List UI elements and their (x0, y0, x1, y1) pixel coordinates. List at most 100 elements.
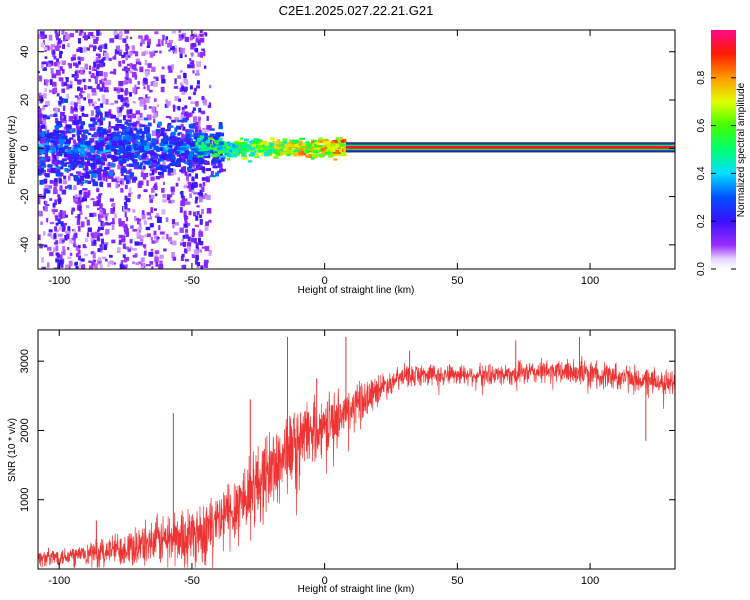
spectrogram-cell (155, 129, 161, 133)
spectrogram-cell (319, 145, 326, 149)
spectrogram-cell (117, 111, 123, 117)
spectrogram-cell (275, 145, 282, 149)
spectrogram-cell (119, 155, 125, 158)
spectrogram-cell (162, 34, 165, 41)
spectrogram-cell (38, 129, 43, 133)
spectrogram-cell (73, 158, 78, 163)
spectrogram-cell (138, 194, 141, 198)
spectrogram-cell (191, 52, 194, 57)
spectrogram-cell (136, 164, 142, 170)
spectrogram-cell (90, 232, 95, 237)
spectrogram-cell (197, 133, 202, 137)
spectrogram-cell (181, 90, 186, 95)
spectrogram-cell (339, 151, 346, 156)
spectrogram-cell (67, 146, 72, 150)
spectrogram-cell (146, 212, 151, 216)
spectrogram-xtick-label: -50 (184, 275, 200, 287)
spectrogram-cell (152, 52, 156, 56)
spectrogram-cell (120, 260, 126, 263)
spectrogram-cell (141, 141, 146, 144)
spectrogram-cell (38, 113, 43, 119)
spectrogram-cell (198, 196, 203, 203)
spectrogram-cell (76, 219, 81, 225)
spectrogram-cell (84, 174, 90, 179)
spectrogram-cell (151, 130, 155, 136)
spectrogram-cell (106, 154, 111, 159)
spectrogram-cell (53, 247, 56, 253)
spectrogram-cell (175, 146, 181, 151)
spectrogram-cell (150, 81, 155, 86)
spectrogram-cell (132, 247, 137, 251)
spectrogram-cell (150, 248, 154, 252)
spectrogram-cell (110, 207, 115, 214)
spectrogram-cell (82, 264, 86, 269)
spectrogram-cell (96, 200, 100, 207)
spectrogram-cell (230, 151, 236, 155)
spectrogram-cell (103, 72, 108, 77)
spectrogram-cell (155, 261, 159, 267)
spectrogram-cell (318, 144, 323, 148)
spectrogram-cell (101, 256, 107, 260)
spectrogram-cell (182, 241, 186, 247)
spectrogram-cell (241, 151, 245, 155)
spectrogram-cell (59, 50, 63, 55)
steady-line-core (345, 145, 675, 149)
spectrogram-cell (81, 161, 86, 166)
spectrogram-cell (127, 248, 132, 252)
spectrogram-cell (40, 165, 45, 171)
spectrogram-cell (179, 227, 184, 233)
spectrogram-cell (178, 140, 183, 145)
spectrogram-cell (94, 115, 98, 121)
spectrogram-cell (68, 265, 71, 269)
spectrogram-cell (168, 168, 174, 173)
spectrogram-cell (334, 150, 340, 155)
spectrogram-cell (119, 264, 123, 269)
spectrogram-cell (80, 67, 86, 70)
spectrogram-cell (54, 130, 60, 133)
spectrogram-cell (102, 222, 106, 227)
spectrogram-cell (242, 147, 247, 151)
spectrogram-cell (184, 161, 189, 165)
spectrogram-cell (156, 148, 160, 152)
spectrogram-cell (222, 144, 227, 148)
spectrogram-cell (56, 262, 60, 269)
spectrogram-cell (199, 219, 203, 225)
spectrogram-cell (189, 58, 192, 62)
spectrogram-cell (170, 136, 176, 141)
spectrogram-cell (125, 179, 130, 185)
spectrogram-cell (129, 92, 133, 97)
spectrogram-cell (209, 133, 215, 138)
spectrogram-cell (213, 153, 218, 156)
spectrogram-cell (76, 48, 80, 53)
spectrogram-cell (69, 80, 73, 85)
spectrogram-cell (183, 248, 187, 253)
spectrogram-cell (135, 110, 141, 115)
spectrogram-cell (172, 162, 176, 165)
spectrogram-cell (65, 77, 69, 83)
spectrogram-cell (43, 104, 48, 107)
snr-xtick-label: 100 (581, 575, 599, 587)
spectrogram-cell (84, 217, 88, 220)
spectrogram-cell (60, 166, 64, 170)
spectrogram-cell (98, 218, 102, 223)
spectrogram-cell (195, 161, 199, 167)
spectrogram-cell (69, 239, 75, 244)
spectrogram-cell (105, 170, 109, 176)
spectrogram-cell (74, 176, 80, 182)
spectrogram-cell (305, 147, 312, 152)
colorbar-tick-label: 0.6 (696, 118, 707, 132)
spectrogram-cell (80, 157, 84, 162)
spectrogram-cell (197, 165, 202, 169)
spectrogram-cell (242, 151, 247, 155)
spectrogram-cell (102, 128, 107, 132)
spectrogram-cell (153, 113, 157, 118)
spectrogram-cell (90, 117, 95, 120)
spectrogram-cell (67, 246, 70, 251)
spectrogram-cell (76, 160, 83, 165)
spectrogram-cell (69, 173, 74, 177)
spectrogram-cell (203, 262, 209, 268)
spectrogram-cell (41, 257, 44, 263)
spectrogram-cell (128, 128, 133, 134)
spectrogram-cell (198, 129, 202, 134)
